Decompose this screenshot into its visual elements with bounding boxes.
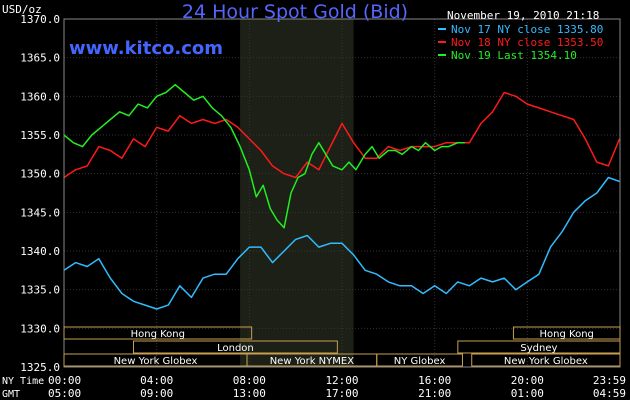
- x-tick-label-ny: 00:00: [48, 374, 81, 387]
- y-tick-label: 1335.0: [20, 284, 60, 297]
- x-tick-label-gmt: 17:00: [325, 387, 358, 400]
- legend-entry-2: Nov 19 Last 1354.10: [451, 49, 577, 62]
- session-label: London: [217, 343, 254, 354]
- y-tick-label: 1325.0: [20, 361, 60, 374]
- session-box: [376, 353, 463, 367]
- x-row-label-gmt: GMT: [2, 389, 20, 400]
- session-label: Hong Kong: [540, 329, 594, 340]
- legend-entry-0: Nov 17 NY close 1335.80: [451, 23, 603, 36]
- session-label: Sydney: [520, 343, 557, 354]
- session-box: [512, 326, 621, 340]
- x-tick-label-gmt: 21:00: [418, 387, 451, 400]
- y-tick-label: 1345.0: [20, 206, 60, 219]
- series-lines: [63, 83, 621, 310]
- y-tick-label: 1360.0: [20, 90, 60, 103]
- x-tick-label-gmt: 09:00: [140, 387, 173, 400]
- x-tick-label-gmt: 05:00: [48, 387, 81, 400]
- grid: [64, 19, 620, 367]
- x-tick-label-ny: 08:00: [233, 374, 266, 387]
- shade-rect: [240, 19, 354, 367]
- market-sessions: Hong Kong Hong Kong London Sydney New York G…: [63, 326, 621, 367]
- series-line-2: [63, 83, 465, 229]
- x-tick-label-ny: 04:00: [140, 374, 173, 387]
- y-tick-label: 1365.0: [20, 52, 60, 65]
- session-label: NY Globex: [394, 356, 446, 367]
- x-tick-label-ny: 20:00: [511, 374, 544, 387]
- chart-title: 24 Hour Spot Gold (Bid): [182, 1, 408, 23]
- y-tick-label: 1350.0: [20, 168, 60, 181]
- session-box: [471, 353, 621, 367]
- session-label: New York Globex: [504, 356, 588, 367]
- session-box: [457, 340, 621, 354]
- session-label: New York NYMEX: [270, 356, 355, 367]
- x-tick-label-ny: 23:59: [593, 374, 626, 387]
- x-tick-label-gmt: 01:00: [511, 387, 544, 400]
- y-axis-label: USD/oz: [2, 3, 42, 16]
- timestamp: November 19, 2010 21:18: [447, 9, 599, 22]
- y-tick-label: 1355.0: [20, 129, 60, 142]
- y-tick-label: 1330.0: [20, 322, 60, 335]
- session-label: Hong Kong: [131, 329, 185, 340]
- x-row-label-ny: NY Time: [2, 376, 44, 387]
- y-tick-label: 1340.0: [20, 245, 60, 258]
- x-tick-label-gmt: 13:00: [233, 387, 266, 400]
- legend: Nov 17 NY close 1335.80 Nov 18 NY close …: [438, 23, 603, 62]
- plot-border: [63, 18, 621, 368]
- x-tick-label-gmt: 04:59: [593, 387, 626, 400]
- x-tick-label-ny: 16:00: [418, 374, 451, 387]
- y-axis-ticks: 1370.0 1365.0 1360.0 1355.0 1350.0 1345.0 1340…: [20, 13, 60, 374]
- series-line-0: [63, 176, 620, 310]
- watermark-url: www.kitco.com: [69, 38, 223, 59]
- series-line-1: [63, 91, 621, 179]
- legend-entry-1: Nov 18 NY close 1353.50: [451, 36, 603, 49]
- y-tick-label: 1370.0: [20, 13, 60, 26]
- session-box: [133, 340, 338, 354]
- shaded-session-region: [240, 19, 354, 367]
- session-label: New York Globex: [114, 356, 198, 367]
- x-tick-label-ny: 12:00: [325, 374, 358, 387]
- session-box: [63, 326, 253, 340]
